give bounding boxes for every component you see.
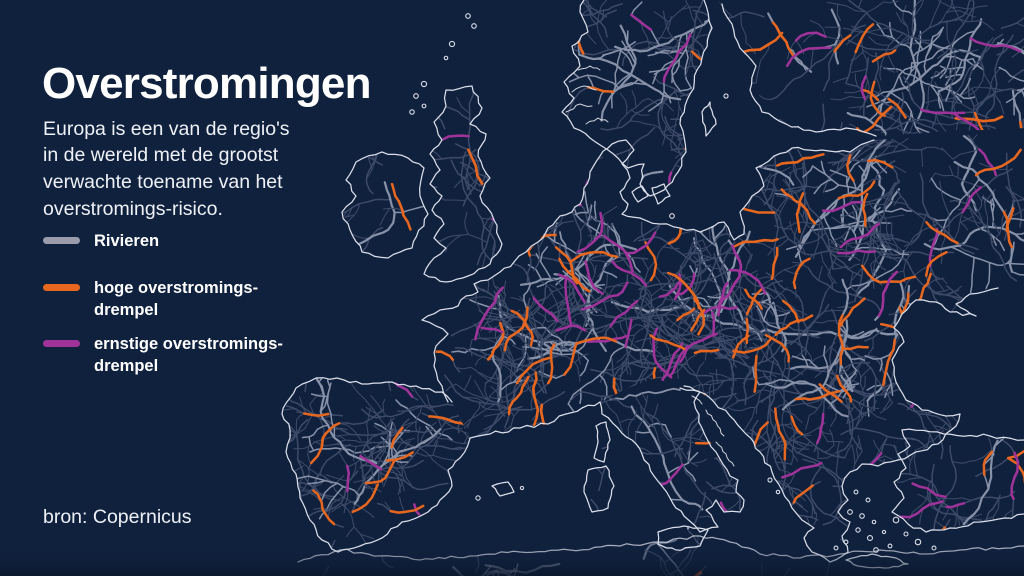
legend-swatch-high-threshold <box>43 283 80 291</box>
legend-label-high-threshold: hoge overstromings- drempel <box>94 278 259 319</box>
legend-swatch-rivers <box>43 237 80 244</box>
legend-label-rivers: Rivieren <box>94 232 160 250</box>
source-credit: bron: Copernicus <box>43 506 192 528</box>
legend-item-severe-threshold: ernstige overstromings- drempel <box>43 334 283 378</box>
legend-swatch-severe-threshold <box>43 340 80 348</box>
legend-item-high-threshold: hoge overstromings- drempel <box>43 278 283 322</box>
legend: Rivieren hoge overstromings- drempel ern… <box>43 231 283 378</box>
legend-label-severe-threshold: ernstige overstromings- drempel <box>94 335 283 376</box>
subtitle: Europa is een van de regio's in de werel… <box>43 117 290 221</box>
page-title: Overstromingen <box>42 59 371 109</box>
legend-item-rivers: Rivieren <box>43 231 283 253</box>
